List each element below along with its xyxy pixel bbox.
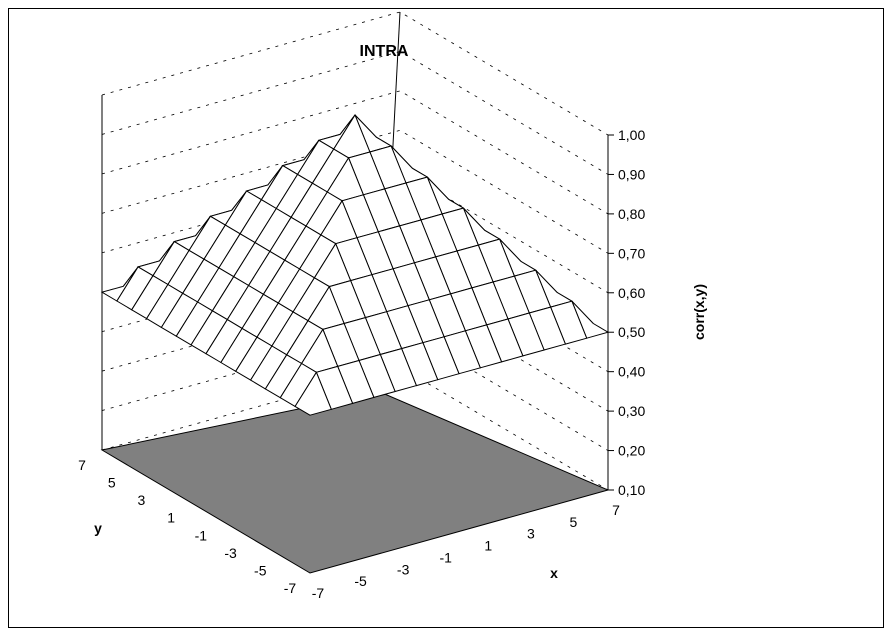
z-gridline xyxy=(101,51,609,175)
y-tick-label: -3 xyxy=(224,545,237,561)
x-axis-title: x xyxy=(550,565,558,581)
z-axis-ticks: 0,10 0,20 0,30 0,40 0,50 0,60 0,70 0,80 0,90 1,00 xyxy=(608,127,645,498)
x-tick-label: -5 xyxy=(354,573,367,589)
y-tick-label: 3 xyxy=(138,492,146,508)
floor-plane xyxy=(100,391,610,574)
surface-cell xyxy=(294,371,332,416)
y-tick-label: 5 xyxy=(108,475,116,491)
z-tick-label: 0,40 xyxy=(618,364,645,380)
x-tick-label: 1 xyxy=(484,538,492,554)
z-tick-label: 1,00 xyxy=(618,127,645,143)
chart-title: INTRA xyxy=(360,43,409,60)
z-tick-label: 0,20 xyxy=(618,443,645,459)
z-gridline xyxy=(101,129,609,254)
y-tick-label: 1 xyxy=(167,510,175,526)
floor-polygon xyxy=(100,391,610,574)
z-axis-title: corr(x,y) xyxy=(691,284,707,340)
z-gridline xyxy=(101,11,609,136)
x-tick-label: 3 xyxy=(527,526,535,542)
z-tick-label: 0,90 xyxy=(618,166,645,182)
z-tick-label: 0,70 xyxy=(618,245,645,261)
y-axis-title: y xyxy=(94,520,102,536)
z-tick-label: 0,60 xyxy=(618,285,645,301)
z-tick-label: 0,50 xyxy=(618,324,645,340)
x-axis-ticks: -7 -5 -3 -1 1 3 5 7 xyxy=(312,502,620,601)
z-tick-label: 0,30 xyxy=(618,403,645,419)
z-gridline xyxy=(101,287,609,412)
z-gridline xyxy=(101,327,609,451)
z-gridline xyxy=(101,366,609,491)
z-gridline xyxy=(101,90,609,215)
x-tick-label: -1 xyxy=(439,549,452,565)
x-tick-label: 5 xyxy=(570,514,578,530)
z-gridline xyxy=(101,169,609,294)
y-tick-label: 7 xyxy=(78,457,86,473)
z-tick-label: 0,10 xyxy=(618,482,645,498)
x-tick-label: -7 xyxy=(312,585,325,601)
y-tick-label: -5 xyxy=(254,562,267,578)
x-tick-label: 7 xyxy=(612,502,620,518)
surface-mesh xyxy=(100,113,610,416)
y-axis-ticks: 7 5 3 1 -1 -3 -5 -7 xyxy=(78,457,296,596)
z-tick-label: 0,80 xyxy=(618,206,645,222)
x-tick-label: -3 xyxy=(397,561,410,577)
y-tick-label: -1 xyxy=(195,527,208,543)
y-tick-label: -7 xyxy=(284,580,297,596)
